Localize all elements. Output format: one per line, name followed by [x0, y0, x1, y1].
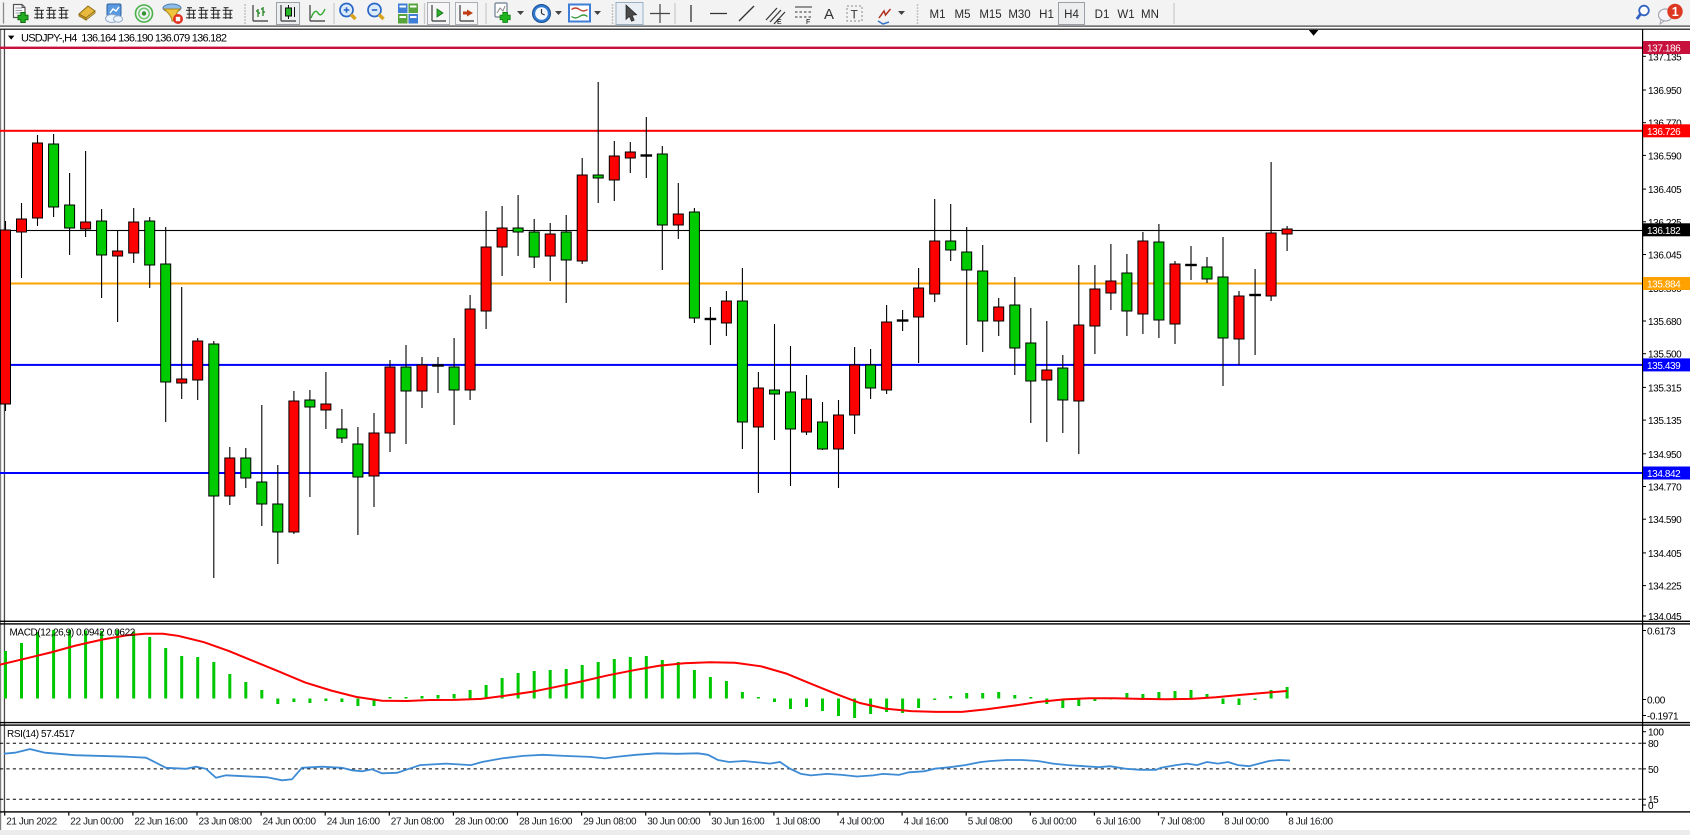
svg-text:-0.1971: -0.1971 [1647, 712, 1679, 723]
svg-text:136.726: 136.726 [1647, 127, 1681, 138]
svg-text:134.045: 134.045 [1648, 612, 1682, 623]
svg-text:W1: W1 [1117, 9, 1134, 21]
svg-text:21 Jun 2022: 21 Jun 2022 [6, 817, 57, 828]
svg-text:137.186: 137.186 [1647, 44, 1681, 55]
svg-text:A: A [824, 6, 834, 23]
svg-text:1 Jul 08:00: 1 Jul 08:00 [775, 817, 820, 828]
svg-text:136.590: 136.590 [1648, 151, 1682, 162]
svg-text:8 Jul 00:00: 8 Jul 00:00 [1224, 817, 1269, 828]
svg-text:134.842: 134.842 [1647, 469, 1681, 480]
svg-text:6 Jul 00:00: 6 Jul 00:00 [1032, 817, 1077, 828]
svg-text:135.500: 135.500 [1648, 350, 1682, 361]
svg-text:7 Jul 08:00: 7 Jul 08:00 [1160, 817, 1205, 828]
svg-text:F: F [806, 19, 810, 26]
svg-text:23 Jun 08:00: 23 Jun 08:00 [199, 817, 253, 828]
svg-text:M15: M15 [979, 9, 1001, 21]
svg-text:30 Jun 00:00: 30 Jun 00:00 [647, 817, 701, 828]
svg-text:M5: M5 [955, 9, 971, 21]
svg-text:5 Jul 08:00: 5 Jul 08:00 [968, 817, 1013, 828]
svg-text:134.770: 134.770 [1648, 483, 1682, 494]
svg-text:134.590: 134.590 [1648, 515, 1682, 526]
svg-text:50: 50 [1648, 765, 1659, 776]
svg-text:E: E [777, 19, 782, 26]
svg-text:8 Jul 16:00: 8 Jul 16:00 [1288, 817, 1333, 828]
svg-text:135.884: 135.884 [1647, 280, 1681, 291]
svg-text:134.225: 134.225 [1648, 582, 1682, 593]
svg-text:29 Jun 08:00: 29 Jun 08:00 [583, 817, 637, 828]
svg-text:0.00: 0.00 [1647, 696, 1666, 707]
svg-text:4 Jul 00:00: 4 Jul 00:00 [840, 817, 885, 828]
svg-text:135.680: 135.680 [1648, 317, 1682, 328]
svg-text:RSI(14) 57.4517: RSI(14) 57.4517 [7, 729, 75, 740]
svg-text:15: 15 [1648, 795, 1659, 806]
svg-text:USDJPY-,H4 136.164 136.190 13: USDJPY-,H4 136.164 136.190 136.079 136.1… [21, 33, 227, 45]
svg-text:M1: M1 [930, 9, 946, 21]
svg-text:136.770: 136.770 [1648, 119, 1682, 130]
svg-text:136.405: 136.405 [1648, 185, 1682, 196]
svg-text:27 Jun 08:00: 27 Jun 08:00 [391, 817, 445, 828]
svg-text:80: 80 [1648, 739, 1659, 750]
svg-text:MN: MN [1141, 9, 1159, 21]
svg-text:1: 1 [1672, 5, 1679, 19]
svg-text:100: 100 [1648, 728, 1664, 739]
svg-text:0.6173: 0.6173 [1647, 627, 1676, 638]
svg-text:M30: M30 [1008, 9, 1030, 21]
svg-text:6 Jul 16:00: 6 Jul 16:00 [1096, 817, 1141, 828]
svg-text:134.405: 134.405 [1648, 549, 1682, 560]
svg-text:H1: H1 [1039, 9, 1054, 21]
svg-text:T: T [851, 8, 859, 22]
svg-text:136.950: 136.950 [1648, 86, 1682, 97]
svg-text:H4: H4 [1064, 9, 1079, 21]
svg-text:D1: D1 [1095, 9, 1110, 21]
svg-text:22 Jun 16:00: 22 Jun 16:00 [134, 817, 188, 828]
svg-text:134.950: 134.950 [1648, 450, 1682, 461]
svg-text:30 Jun 16:00: 30 Jun 16:00 [711, 817, 765, 828]
svg-text:136.182: 136.182 [1647, 226, 1681, 237]
svg-text:24 Jun 00:00: 24 Jun 00:00 [263, 817, 317, 828]
svg-text:135.135: 135.135 [1648, 416, 1682, 427]
svg-text:137.135: 137.135 [1648, 52, 1682, 63]
svg-text:28 Jun 16:00: 28 Jun 16:00 [519, 817, 573, 828]
svg-text:135.439: 135.439 [1647, 361, 1681, 372]
svg-text:136.045: 136.045 [1648, 251, 1682, 262]
svg-text:22 Jun 00:00: 22 Jun 00:00 [70, 817, 124, 828]
svg-text:28 Jun 00:00: 28 Jun 00:00 [455, 817, 509, 828]
svg-text:4 Jul 16:00: 4 Jul 16:00 [904, 817, 949, 828]
svg-text:0: 0 [1648, 801, 1654, 812]
svg-text:24 Jun 16:00: 24 Jun 16:00 [327, 817, 381, 828]
svg-text:135.315: 135.315 [1648, 383, 1682, 394]
svg-text:MACD(12,26,9) 0.0942 0.0622: MACD(12,26,9) 0.0942 0.0622 [10, 628, 136, 639]
